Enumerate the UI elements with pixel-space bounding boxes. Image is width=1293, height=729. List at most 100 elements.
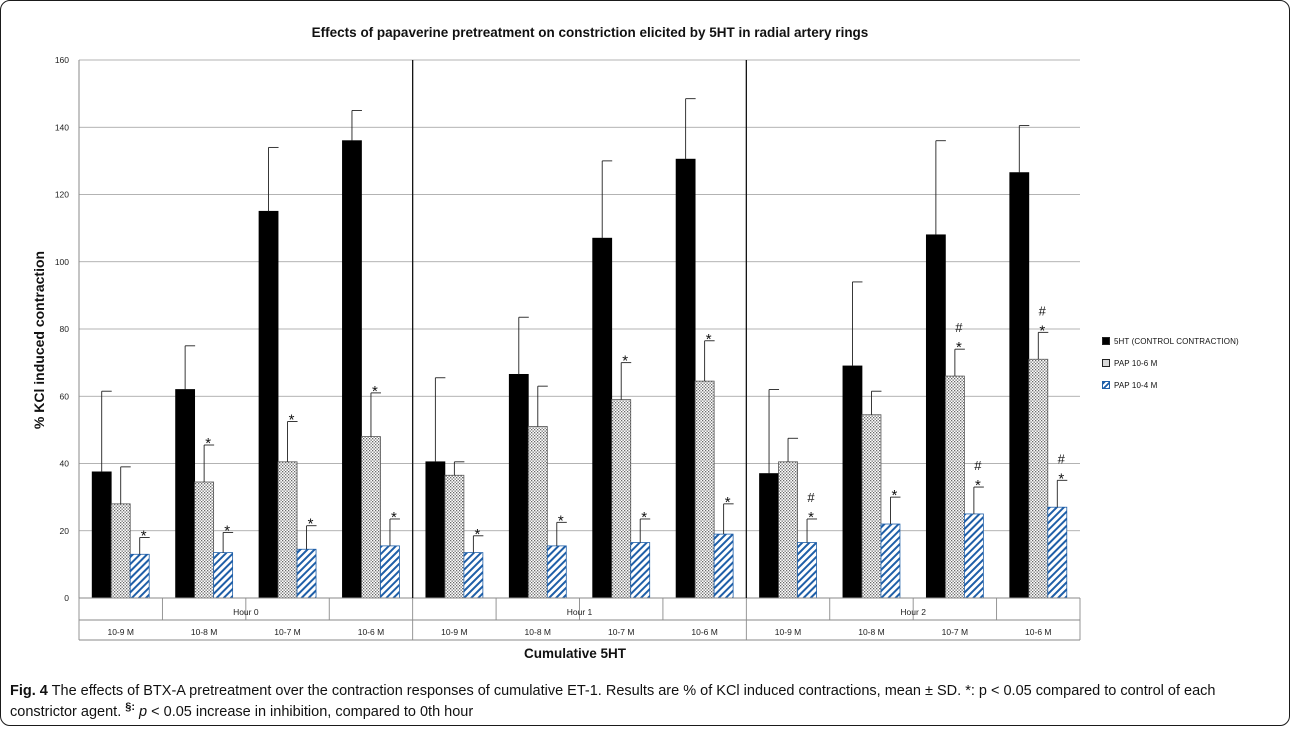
significance-star: * — [391, 509, 397, 526]
bar-pap-10-4 — [963, 513, 984, 599]
y-tick-label: 40 — [60, 459, 70, 469]
legend-item-pap-10-4: PAP 10-4 M — [1102, 374, 1270, 396]
legend-label-pap-10-4: PAP 10-4 M — [1114, 380, 1158, 390]
y-tick-label: 80 — [60, 324, 70, 334]
significance-hash: # — [955, 320, 963, 335]
significance-star: * — [975, 477, 981, 494]
significance-hash: # — [807, 490, 815, 505]
x-tick-label: 10-7 M — [942, 627, 968, 637]
bar-pap-10-4 — [129, 553, 150, 599]
y-tick-label: 100 — [55, 257, 69, 267]
x-tick-label: 10-9 M — [107, 627, 133, 637]
y-tick-label: 60 — [60, 391, 70, 401]
bar-control — [91, 471, 112, 599]
significance-star: * — [141, 527, 147, 544]
bar-control — [675, 158, 696, 599]
legend-label-control: 5HT (CONTROL CONTRACTION) — [1114, 336, 1239, 346]
bar-chart: Effects of papaverine pretreatment on co… — [31, 25, 1081, 661]
legend-item-pap-10-6: PAP 10-6 M — [1102, 352, 1270, 374]
y-axis-label: % KCl induced contraction — [31, 251, 47, 429]
bar-pap-10-4 — [463, 552, 484, 599]
legend-swatch-pap-10-4 — [1102, 381, 1110, 389]
bar-control — [925, 234, 946, 599]
bar-control — [342, 140, 362, 599]
y-tick-label: 120 — [55, 190, 69, 200]
x-tick-label: 10-6 M — [358, 627, 384, 637]
significance-star: * — [558, 512, 564, 529]
x-axis-label: Cumulative 5HT — [524, 646, 627, 661]
caption-text-2: < 0.05 increase in inhibition, compared … — [147, 704, 474, 720]
bar-control — [759, 473, 779, 599]
x-tick-label: 10-9 M — [775, 627, 801, 637]
caption-p: p — [135, 704, 148, 720]
bar-pap-10-6 — [277, 461, 298, 599]
caption-symbol: §: — [125, 701, 136, 714]
bar-pap-10-6 — [1028, 358, 1049, 599]
bar-control — [1009, 172, 1030, 599]
bar-pap-10-6 — [361, 436, 381, 599]
y-tick-label: 140 — [55, 122, 69, 132]
bar-control — [592, 237, 613, 599]
y-tick-label: 20 — [60, 526, 70, 536]
bar-pap-10-4 — [1047, 506, 1068, 599]
significance-star: * — [1039, 322, 1045, 339]
significance-star: * — [372, 383, 378, 400]
bar-pap-10-4 — [213, 552, 234, 599]
x-tick-label: 10-6 M — [1025, 627, 1051, 637]
bar-pap-10-6 — [611, 399, 632, 599]
significance-star: * — [1058, 470, 1064, 487]
bar-pap-10-6 — [778, 461, 798, 599]
group-label: Hour 2 — [900, 607, 926, 617]
bar-pap-10-4 — [546, 545, 567, 599]
x-tick-label: 10-8 M — [191, 627, 217, 637]
significance-star: * — [956, 339, 962, 356]
significance-star: * — [892, 487, 898, 504]
x-tick-label: 10-7 M — [274, 627, 300, 637]
x-tick-label: 10-7 M — [608, 627, 634, 637]
x-tick-label: 10-9 M — [441, 627, 467, 637]
caption-label: Fig. 4 — [10, 683, 48, 699]
bar-pap-10-6 — [444, 474, 465, 599]
bar-pap-10-6 — [527, 426, 548, 599]
legend-item-control: 5HT (CONTROL CONTRACTION) — [1102, 330, 1270, 352]
bar-pap-10-4 — [630, 542, 651, 599]
bar-control — [258, 210, 279, 599]
x-tick-label: 10-8 M — [858, 627, 884, 637]
bar-pap-10-4 — [296, 548, 317, 599]
significance-star: * — [308, 516, 314, 533]
group-label: Hour 0 — [233, 607, 259, 617]
bar-pap-10-6 — [944, 375, 965, 599]
bar-control — [842, 365, 863, 599]
bar-control — [175, 389, 196, 599]
significance-star: * — [224, 522, 230, 539]
significance-star: * — [622, 353, 628, 370]
y-tick-label: 160 — [55, 55, 69, 65]
x-tick-label: 10-6 M — [691, 627, 717, 637]
x-tick-label: 10-8 M — [525, 627, 551, 637]
bar-pap-10-4 — [797, 542, 817, 599]
legend-label-pap-10-6: PAP 10-6 M — [1114, 358, 1158, 368]
bar-pap-10-6 — [110, 503, 131, 599]
significance-star: * — [641, 509, 647, 526]
group-label: Hour 1 — [567, 607, 593, 617]
y-tick-label: 0 — [64, 593, 69, 603]
bar-control — [425, 461, 446, 599]
caption-text-1: The effects of BTX-A pretreatment over t… — [10, 683, 1216, 720]
significance-hash: # — [974, 458, 982, 473]
bar-pap-10-6 — [194, 481, 215, 599]
bar-pap-10-6 — [861, 414, 882, 599]
significance-star: * — [474, 526, 480, 543]
significance-star: * — [706, 331, 712, 348]
figure-caption: Fig. 4 The effects of BTX-A pretreatment… — [10, 681, 1270, 723]
bar-control — [508, 373, 529, 599]
chart-legend: 5HT (CONTROL CONTRACTION) PAP 10-6 M PAP… — [1102, 330, 1270, 396]
bar-pap-10-6 — [694, 380, 715, 599]
legend-swatch-pap-10-6 — [1102, 359, 1110, 367]
bar-pap-10-4 — [880, 523, 901, 599]
significance-star: * — [205, 435, 211, 452]
significance-star: * — [725, 494, 731, 511]
significance-hash: # — [1058, 451, 1066, 466]
chart-title: Effects of papaverine pretreatment on co… — [312, 25, 869, 40]
bar-pap-10-4 — [713, 533, 734, 599]
